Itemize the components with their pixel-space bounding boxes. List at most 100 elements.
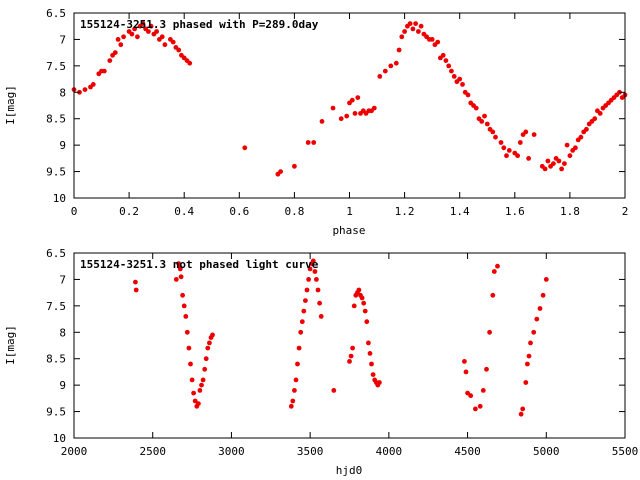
unphased-data-point [525, 361, 530, 367]
phased-x-tick-label: 0.2 [119, 205, 139, 218]
phased-data-point [531, 132, 537, 138]
unphased-data-point [307, 266, 313, 272]
phased-data-point [542, 166, 548, 172]
phased-data-point [129, 31, 135, 37]
unphased-x-tick-label: 2500 [139, 445, 166, 458]
phased-data-point [416, 29, 421, 34]
phased-data-point [501, 145, 507, 151]
phased-data-point [121, 34, 126, 40]
unphased-data-point [292, 388, 297, 393]
phased-data-point [429, 37, 435, 42]
unphased-data-point [301, 308, 307, 314]
phased-data-point [101, 68, 107, 74]
phased-data-point [393, 60, 399, 66]
unphased-data-point [351, 303, 357, 309]
phased-x-tick-label: 1.8 [560, 205, 580, 218]
unphased-data-point [189, 377, 195, 383]
phased-y-tick-label: 7.5 [46, 60, 66, 73]
unphased-data-point [480, 388, 486, 393]
phased-data-point [551, 161, 556, 167]
unphased-data-point [540, 292, 546, 298]
phased-data-point [148, 23, 154, 29]
unphased-data-point [184, 329, 190, 335]
unphased-data-point [310, 258, 316, 264]
phased-x-tick-label: 0.8 [284, 205, 304, 218]
phased-data-point [443, 58, 449, 63]
unphased-data-point [205, 345, 211, 351]
unphased-data-point [312, 269, 318, 274]
phased-data-point [515, 153, 520, 159]
unphased-x-tick-label: 4000 [376, 445, 403, 458]
phased-y-tick-label: 10 [53, 192, 66, 205]
phased-x-tick-label: 0.6 [229, 205, 249, 218]
phased-data-point [242, 145, 248, 151]
unphased-data-point [495, 263, 500, 269]
unphased-data-point [183, 314, 189, 319]
unphased-data-point [370, 372, 376, 377]
phased-data-point [90, 82, 96, 87]
unphased-data-point [523, 380, 529, 385]
phased-x-tick-label: 0.4 [174, 205, 194, 218]
phased-data-point [440, 52, 446, 58]
unphased-data-point [518, 411, 524, 417]
unphased-y-tick-label: 7 [59, 273, 66, 286]
phased-data-point [578, 134, 584, 140]
unphased-y-tick-label: 10 [53, 432, 66, 445]
phased-data-point [564, 142, 570, 148]
unphased-data-point [178, 274, 184, 280]
unphased-data-point [293, 377, 299, 383]
phased-light-curve-panel: 0 0.2 0.4 0.6 0.8 1 1.2 1.4 1.6 1.8 2 6.5 7 7.5 8 8.5 9… [4, 7, 628, 237]
unphased-data-point [491, 269, 497, 274]
phased-data-point [597, 111, 603, 116]
phased-data-point [278, 169, 283, 175]
unphased-data-point [367, 351, 373, 356]
phased-data-point [338, 116, 344, 122]
unphased-data-point [181, 303, 187, 309]
unphased-data-point [526, 353, 532, 359]
phased-y-tick-label: 6.5 [46, 7, 66, 20]
unphased-data-point [362, 308, 368, 314]
unphased-data-point [473, 406, 478, 412]
phased-x-tick-label: 2 [622, 205, 629, 218]
unphased-x-tick-label: 4500 [454, 445, 481, 458]
unphased-y-axis-ticks: 6.5 7 7.5 8 8.5 9 9.5 10 [46, 247, 625, 445]
phased-data-point [187, 60, 193, 66]
unphased-data-point [528, 340, 533, 346]
unphased-x-tick-label: 3000 [218, 445, 245, 458]
unphased-plot-frame [73, 252, 626, 439]
phased-y-tick-label: 8 [59, 86, 66, 99]
unphased-data-point [133, 287, 139, 293]
phased-data-point [140, 21, 146, 26]
phased-data-point [498, 140, 504, 145]
phased-y-tick-label: 9 [59, 139, 66, 152]
phased-data-point [319, 119, 325, 124]
phased-data-point [159, 34, 165, 40]
phased-data-point [493, 134, 498, 140]
phased-data-point [451, 74, 457, 79]
phased-data-point [154, 29, 160, 34]
unphased-data-point [314, 277, 319, 282]
phased-data-point [545, 158, 551, 164]
unphased-data-point [484, 366, 489, 372]
phased-x-axis-label: phase [332, 224, 365, 237]
phased-data-point [311, 140, 317, 145]
unphased-data-point [199, 382, 204, 388]
unphased-x-tick-label: 3500 [297, 445, 324, 458]
unphased-data-point [520, 406, 526, 412]
phased-data-point [371, 105, 377, 111]
unphased-light-curve-panel: 2000 2500 3000 3500 4000 4500 5000 5500 6.5 7 7.5… [4, 247, 638, 477]
phased-data-point [465, 92, 471, 98]
phased-data-point [584, 126, 589, 132]
unphased-data-point [377, 380, 382, 385]
unphased-data-point [543, 277, 549, 282]
phased-x-tick-label: 1.6 [505, 205, 525, 218]
unphased-data-point [477, 403, 483, 409]
unphased-data-point [177, 266, 183, 272]
unphased-data-point [180, 292, 186, 298]
unphased-data-point [203, 356, 209, 362]
unphased-data-point [306, 277, 311, 282]
unphased-x-tick-label: 2000 [61, 445, 88, 458]
phased-data-point [352, 111, 358, 116]
phased-data-point [162, 42, 168, 48]
unphased-data-point [186, 345, 192, 351]
